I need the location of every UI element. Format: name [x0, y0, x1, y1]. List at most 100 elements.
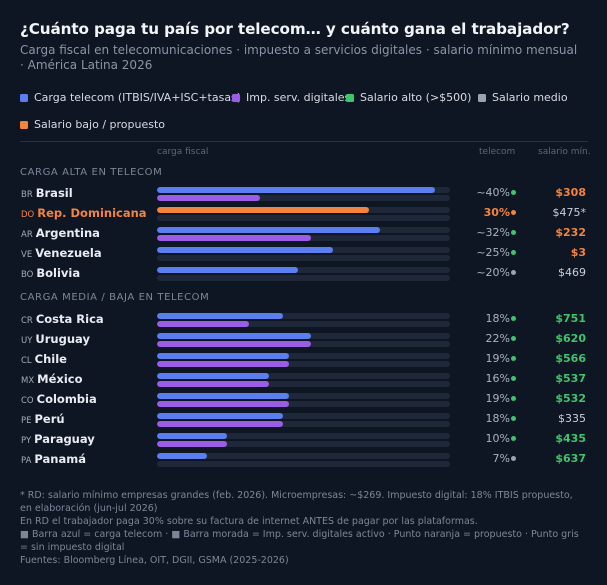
- bar-track: [157, 247, 450, 253]
- section-label: CARGA MEDIA / BAJA EN TELECOM: [20, 292, 210, 303]
- country-name: Paraguay: [34, 432, 95, 446]
- telecom-value: 19%: [485, 392, 510, 405]
- digital-tax-bar: [157, 421, 283, 427]
- country-label: BR Brasil: [21, 186, 73, 200]
- country-name: Costa Rica: [35, 312, 104, 326]
- salary-value: $532: [555, 392, 586, 405]
- country-code: BO: [21, 270, 34, 280]
- legend-label: Salario alto (>$500): [360, 91, 472, 104]
- country-code: CR: [21, 316, 33, 326]
- telecom-value: 7%: [492, 452, 510, 465]
- status-dot: [511, 436, 516, 441]
- status-dot: [511, 376, 516, 381]
- digital-tax-bar: [157, 235, 311, 241]
- legend-swatch: [20, 93, 28, 102]
- telecom-value: 16%: [485, 372, 510, 385]
- digital-tax-bar: [157, 361, 289, 367]
- telecom-value: 10%: [485, 432, 510, 445]
- country-name: Brasil: [35, 186, 73, 200]
- telecom-bar: [157, 267, 299, 273]
- legend-swatch: [346, 93, 354, 102]
- legend-item: Salario bajo / propuesto: [20, 118, 165, 131]
- bar-track: [157, 255, 450, 261]
- bar-track: [157, 187, 450, 193]
- status-dot: [511, 356, 516, 361]
- salary-value: $3: [570, 246, 586, 259]
- country-label: PY Paraguay: [21, 432, 95, 446]
- status-dot: [511, 210, 516, 215]
- chart-row: UY Uruguay 22% $620: [0, 332, 607, 352]
- bar-track: [157, 227, 450, 233]
- bar-track: [157, 381, 450, 387]
- telecom-value: 18%: [485, 312, 510, 325]
- legend-item: Imp. serv. digitales: [232, 91, 350, 104]
- legend-swatch: [478, 93, 486, 102]
- telecom-bar: [157, 433, 228, 439]
- footnote-line: ■ Barra azul = carga telecom · ■ Barra m…: [20, 529, 579, 553]
- bar-track: [157, 441, 450, 447]
- column-header-telecom: telecom: [479, 147, 516, 157]
- telecom-value: 30%: [483, 206, 510, 219]
- footnote-line: Fuentes: Bloomberg Línea, OIT, DGII, GSM…: [20, 555, 289, 566]
- status-dot: [511, 270, 516, 275]
- country-name: Colombia: [36, 392, 97, 406]
- bar-track: [157, 373, 450, 379]
- country-code: PA: [21, 456, 32, 466]
- chart-row: DO Rep. Dominicana 30% $475*: [0, 206, 607, 226]
- telecom-value: 18%: [485, 412, 510, 425]
- chart-row: BR Brasil ~40% $308: [0, 186, 607, 206]
- status-dot: [511, 316, 516, 321]
- country-name: Panamá: [34, 452, 86, 466]
- chart-row: PY Paraguay 10% $435: [0, 432, 607, 452]
- chart-row: CR Costa Rica 18% $751: [0, 312, 607, 332]
- bar-track: [157, 321, 450, 327]
- legend-label: Salario bajo / propuesto: [34, 118, 166, 131]
- salary-value: $335: [558, 412, 586, 425]
- legend-swatch: [20, 120, 28, 129]
- telecom-value: 19%: [485, 352, 510, 365]
- chart-subtitle: Carga fiscal en telecomunicaciones · imp…: [20, 43, 578, 72]
- telecom-value: ~25%: [476, 246, 510, 259]
- country-label: BO Bolivia: [21, 266, 80, 280]
- country-name: Rep. Dominicana: [37, 206, 147, 220]
- legend-item: Salario alto (>$500): [346, 91, 471, 104]
- country-name: Chile: [34, 352, 67, 366]
- telecom-bar: [157, 413, 283, 419]
- status-dot: [511, 250, 516, 255]
- status-dot: [511, 230, 516, 235]
- digital-tax-bar: [157, 441, 228, 447]
- chart-row: PE Perú 18% $335: [0, 412, 607, 432]
- chart-row: CL Chile 19% $566: [0, 352, 607, 372]
- digital-tax-bar: [157, 401, 289, 407]
- telecom-bar: [157, 393, 289, 399]
- chart-row: MX México 16% $537: [0, 372, 607, 392]
- telecom-value: ~20%: [476, 266, 510, 279]
- country-label: DO Rep. Dominicana: [21, 206, 147, 220]
- chart-title: ¿Cuánto paga tu país por telecom… y cuán…: [20, 20, 570, 38]
- country-code: CO: [21, 396, 34, 406]
- bar-track: [157, 413, 450, 419]
- bar-track: [157, 313, 450, 319]
- country-name: Argentina: [35, 226, 100, 240]
- bar-track: [157, 453, 450, 459]
- country-label: CO Colombia: [21, 392, 97, 406]
- country-name: Bolivia: [36, 266, 81, 280]
- bar-track: [157, 461, 450, 467]
- country-name: Venezuela: [35, 246, 102, 260]
- footnotes: * RD: salario mínimo empresas grandes (f…: [20, 489, 580, 567]
- digital-tax-bar: [157, 321, 249, 327]
- status-dot: [511, 416, 516, 421]
- footnote-line: En RD el trabajador paga 30% sobre su fa…: [20, 516, 478, 527]
- country-code: DO: [21, 210, 35, 220]
- bar-track: [157, 215, 450, 221]
- country-code: PY: [21, 436, 32, 446]
- legend-swatch: [232, 93, 240, 102]
- country-name: Uruguay: [35, 332, 90, 346]
- legend-item: Carga telecom (ITBIS/IVA+ISC+tasas): [20, 91, 241, 104]
- telecom-bar: [157, 313, 283, 319]
- country-code: VE: [21, 250, 33, 260]
- telecom-bar: [157, 453, 207, 459]
- country-label: MX México: [21, 372, 83, 386]
- bar-track: [157, 235, 450, 241]
- bar-track: [157, 275, 450, 281]
